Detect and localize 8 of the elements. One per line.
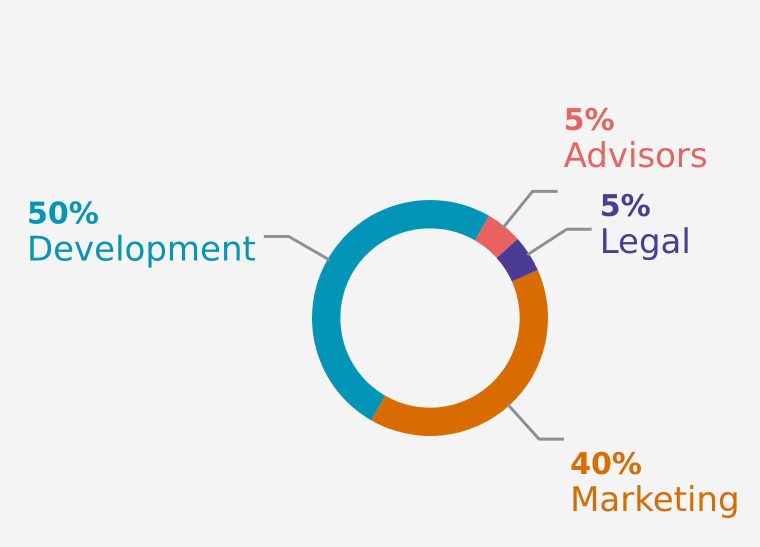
data-label: 5% [564,103,615,138]
slice-label: Legal [600,222,691,262]
slice-label: Development [26,229,256,270]
data-label: 40% [570,446,642,482]
data-label: 5% [600,189,651,224]
slice-label: Advisors [564,136,708,176]
slice-label: Marketing [570,480,740,520]
data-label: 50% [26,196,99,232]
